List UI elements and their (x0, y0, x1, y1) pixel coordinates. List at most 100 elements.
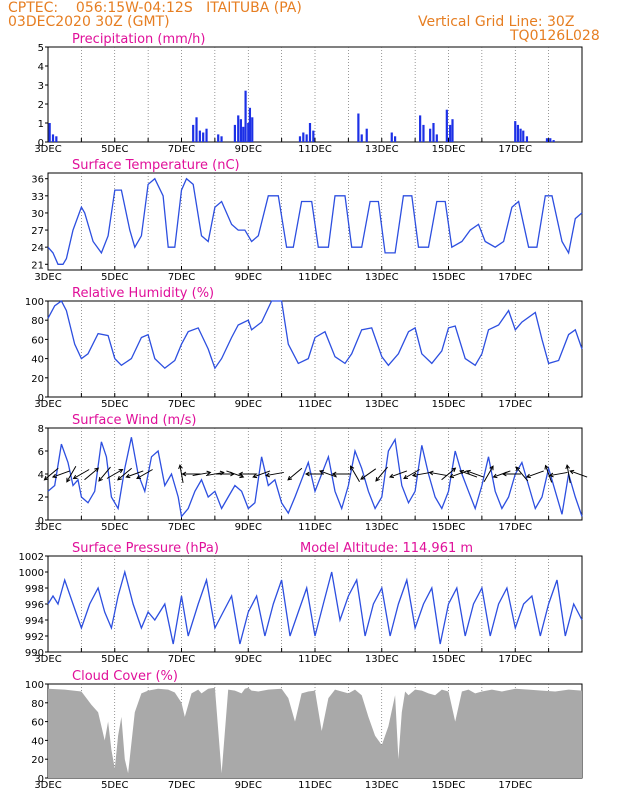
wind-arrowhead (449, 473, 455, 479)
precip-bar (522, 130, 525, 142)
y-tick-label: 40 (31, 355, 44, 366)
precip-bar (445, 109, 448, 142)
y-tick-label: 36 (31, 175, 44, 186)
wind-arrow (84, 467, 99, 481)
x-tick-label: 15DEC (432, 399, 466, 410)
x-tick-label: 9DEC (235, 780, 262, 791)
precip-bar (237, 115, 240, 142)
wind-arrow (466, 470, 484, 478)
precip-bar (244, 90, 247, 142)
x-tick-label: 11DEC (298, 780, 332, 791)
wind-arrow (545, 465, 553, 483)
wind-arrow (265, 471, 284, 477)
x-tick-label: 9DEC (235, 522, 262, 533)
y-tick-label: 8 (38, 424, 44, 435)
precipitation-panel: 0 1 2 3 4 5 3DEC 5DEC 7DEC 9DEC 11DEC 13DEC 15DEC 17D… (34, 32, 583, 155)
temperature-title: Surface Temperature (nC) (72, 158, 240, 173)
wind-arrowhead (489, 465, 494, 471)
wind-arrow (403, 469, 420, 479)
wind-arrow (52, 470, 70, 478)
precip-bar (220, 136, 223, 142)
x-tick-label: 13DEC (365, 144, 399, 155)
wind-arrow (526, 470, 544, 478)
precip-bar (48, 123, 51, 142)
wind-arrowhead (331, 471, 337, 477)
wind-arrowhead (265, 472, 271, 478)
wind-arrow (483, 465, 494, 483)
precipitation-title: Precipitation (mm/h) (72, 32, 205, 47)
wind-arrowhead (206, 470, 212, 476)
x-tick-label: 3DEC (34, 654, 61, 665)
y-tick-label: 994 (25, 616, 44, 627)
wind-arrowhead (465, 469, 471, 475)
wind-arrowhead (492, 473, 498, 479)
cloud-cover-title: Cloud Cover (%) (72, 669, 178, 684)
y-tick-label: 100 (25, 297, 44, 308)
x-tick-label: 5DEC (101, 654, 128, 665)
wind-arrowhead (375, 476, 380, 482)
wind-arrowhead (181, 471, 187, 477)
wind-arrow (515, 466, 529, 482)
wind-arrow (66, 465, 77, 483)
x-tick-label: 11DEC (298, 399, 332, 410)
precip-bar (514, 121, 517, 142)
precip-bar (360, 134, 363, 142)
x-tick-label: 15DEC (432, 654, 466, 665)
temperature-line (47, 177, 583, 265)
wind-arrowhead (43, 475, 49, 481)
x-tick-label: 3DEC (34, 522, 61, 533)
precip-bar (390, 132, 393, 142)
y-tick-label: 0 (38, 138, 44, 149)
precip-bar (357, 113, 360, 142)
precip-bar (55, 136, 58, 142)
x-tick-label: 17DEC (498, 144, 532, 155)
wind-arrow (106, 469, 123, 479)
precip-bar (298, 136, 302, 142)
x-tick-label: 7DEC (168, 272, 195, 283)
wind-arrow (360, 468, 377, 480)
wind-arrowhead (125, 473, 131, 479)
wind-panel: 0 2 4 6 8 3DEC 5DEC 7DEC 9DEC 11DEC 13DEC 15DEC 17DE… (34, 413, 588, 533)
wind-arrowhead (525, 473, 531, 479)
y-tick-label: 27 (31, 226, 44, 237)
wind-line (47, 437, 583, 518)
wind-arrowhead (117, 475, 122, 481)
wind-arrowhead (403, 474, 409, 480)
y-tick-label: 1000 (19, 568, 44, 579)
wind-arrow (192, 471, 211, 477)
x-tick-label: 11DEC (298, 272, 332, 283)
wind-arrow (389, 470, 408, 478)
humidity-title: Relative Humidity (%) (72, 286, 214, 301)
wind-arrow (350, 465, 360, 483)
y-tick-label: 20 (31, 374, 44, 385)
wind-arrowhead (118, 468, 124, 474)
y-tick-label: 996 (25, 600, 44, 611)
wind-arrowhead (252, 473, 258, 479)
x-tick-label: 3DEC (34, 780, 61, 791)
precip-bar (242, 126, 245, 142)
precip-bar (552, 140, 555, 142)
x-tick-label: 11DEC (298, 144, 332, 155)
x-tick-label: 15DEC (432, 272, 466, 283)
wind-arrowhead (94, 467, 100, 473)
y-tick-label: 21 (31, 260, 44, 271)
wind-arrow (319, 470, 337, 478)
precip-bar (516, 124, 520, 142)
wind-arrow (375, 466, 388, 482)
y-tick-label: 30 (31, 209, 44, 220)
wind-arrow (226, 470, 244, 478)
precip-bar (192, 124, 195, 142)
humidity-line (47, 300, 583, 370)
precip-bar (429, 128, 432, 142)
wind-arrowhead (136, 474, 142, 480)
wind-arrowhead (318, 469, 324, 475)
x-tick-label: 5DEC (101, 272, 128, 283)
pressure-panel: 990 992 994 996 998 1000 1002 3DEC 5DEC 7DEC 9DEC 1… (19, 541, 583, 665)
wind-arrow (429, 471, 448, 477)
y-tick-label: 80 (31, 316, 44, 327)
y-tick-label: 4 (38, 62, 44, 73)
precip-bar (247, 123, 250, 142)
x-tick-label: 13DEC (365, 522, 399, 533)
x-tick-label: 13DEC (365, 780, 399, 791)
wind-arrowhead (350, 465, 355, 471)
